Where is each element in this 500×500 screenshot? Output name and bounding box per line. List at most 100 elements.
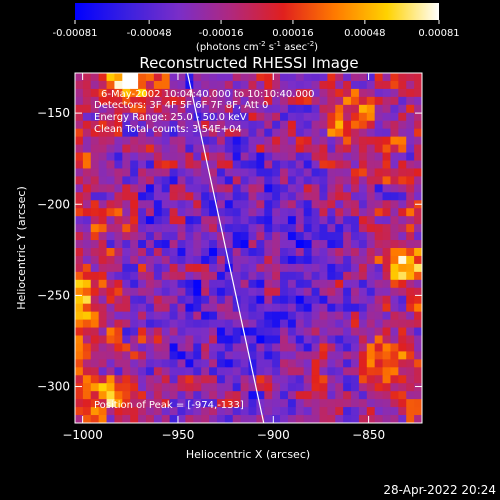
heatmap-cell — [216, 216, 226, 225]
heatmap-cell — [264, 279, 273, 289]
heatmap-cell — [201, 303, 210, 313]
heatmap-cell — [343, 160, 352, 170]
heatmap-cell — [177, 271, 187, 281]
heatmap-cell — [185, 192, 194, 201]
heatmap-cell — [390, 248, 399, 257]
heatmap-cell — [256, 303, 265, 313]
heatmap-cell — [311, 255, 321, 265]
heatmap-cell — [75, 176, 84, 185]
heatmap-cell — [161, 88, 171, 98]
heatmap-cell — [295, 391, 305, 400]
heatmap-cell — [303, 168, 313, 178]
heatmap-cell — [351, 136, 360, 146]
heatmap-cell — [145, 327, 155, 337]
heatmap-cell — [130, 255, 139, 265]
heatmap-cell — [303, 80, 313, 90]
heatmap-cell — [406, 232, 415, 241]
heatmap-cell — [374, 359, 384, 368]
heatmap-cell — [406, 391, 415, 400]
heatmap-cell — [264, 263, 273, 273]
heatmap-cell — [280, 240, 289, 249]
heatmap-cell — [209, 232, 218, 241]
heatmap-cell — [145, 136, 155, 146]
heatmap-cell — [358, 144, 368, 154]
heatmap-cell — [335, 232, 344, 241]
heatmap-cell — [248, 168, 257, 178]
heatmap-cell — [145, 255, 155, 265]
heatmap-cell — [264, 88, 273, 98]
heatmap-cell — [201, 73, 210, 82]
heatmap-cell — [90, 216, 100, 225]
heatmap-cell — [98, 96, 108, 106]
heatmap-cell — [82, 335, 92, 345]
heatmap-cell — [287, 168, 297, 178]
heatmap-cell — [248, 255, 257, 265]
heatmap-cell — [303, 359, 313, 368]
heatmap-cell — [153, 232, 163, 241]
heatmap-cell — [327, 184, 336, 193]
heatmap-cell — [98, 232, 108, 241]
heatmap-cell — [145, 375, 155, 384]
heatmap-cell — [122, 303, 131, 313]
heatmap-cell — [406, 184, 415, 193]
heatmap-cell — [272, 152, 281, 162]
heatmap-cell — [335, 311, 344, 321]
heatmap-cell — [153, 311, 163, 321]
heatmap-cell — [295, 279, 305, 289]
heatmap-cell — [287, 224, 297, 233]
heatmap-cell — [216, 383, 226, 392]
heatmap-cell — [366, 271, 376, 281]
heatmap-cell — [106, 152, 116, 162]
heatmap-cell — [343, 120, 352, 130]
heatmap-cell — [145, 96, 155, 106]
heatmap-cell — [398, 271, 407, 281]
heatmap-cell — [382, 73, 392, 82]
heatmap-cell — [114, 248, 123, 257]
heatmap-cell — [153, 144, 163, 154]
heatmap-cell — [256, 335, 265, 345]
heatmap-cell — [272, 399, 281, 408]
heatmap-cell — [335, 407, 344, 416]
heatmap-cell — [303, 88, 313, 98]
heatmap-cell — [398, 407, 407, 416]
heatmap-cell — [193, 80, 202, 90]
heatmap-cell — [327, 248, 336, 257]
heatmap-cell — [114, 375, 123, 384]
heatmap-cell — [201, 351, 210, 360]
heatmap-cell — [240, 263, 250, 273]
heatmap-cell — [287, 295, 297, 305]
heatmap-cell — [193, 343, 202, 353]
heatmap-cell — [98, 415, 108, 423]
heatmap-cell — [106, 399, 116, 408]
heatmap-cell — [256, 415, 265, 423]
heatmap-cell — [75, 136, 84, 146]
heatmap-cell — [414, 343, 422, 353]
heatmap-cell — [280, 208, 289, 217]
heatmap-cell — [398, 152, 407, 162]
heatmap-cell — [90, 152, 100, 162]
heatmap-cell — [240, 248, 250, 257]
heatmap-cell — [366, 287, 376, 297]
heatmap-cell — [343, 383, 352, 392]
heatmap-cell — [90, 96, 100, 106]
heatmap-cell — [232, 271, 242, 281]
heatmap-cell — [130, 295, 139, 305]
heatmap-cell — [169, 367, 179, 376]
heatmap-cell — [374, 152, 384, 162]
heatmap-cell — [98, 104, 108, 114]
heatmap-cell — [90, 359, 100, 368]
heatmap-cell — [303, 120, 313, 130]
heatmap-cell — [382, 311, 392, 321]
heatmap-cell — [366, 391, 376, 400]
heatmap-cell — [351, 271, 360, 281]
heatmap-cell — [303, 232, 313, 241]
heatmap-cell — [319, 383, 328, 392]
heatmap-cell — [390, 240, 399, 249]
heatmap-cell — [366, 208, 376, 217]
heatmap-cell — [90, 232, 100, 241]
heatmap-cell — [398, 128, 407, 138]
heatmap-cell — [295, 287, 305, 297]
heatmap-cell — [311, 327, 321, 337]
heatmap-cell — [280, 200, 289, 209]
heatmap-cell — [406, 415, 415, 423]
